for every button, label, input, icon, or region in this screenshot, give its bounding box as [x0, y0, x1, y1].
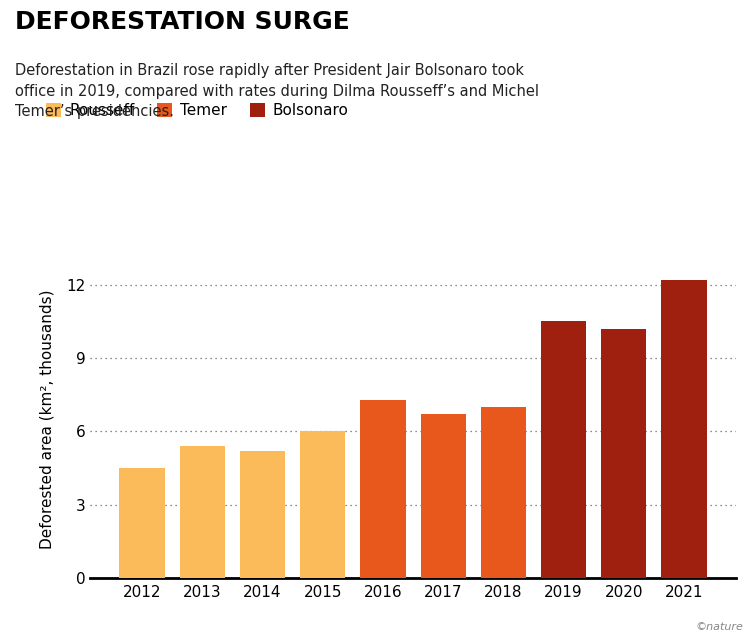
- Bar: [602, 329, 647, 578]
- Text: ©nature: ©nature: [695, 622, 743, 632]
- Bar: [662, 280, 707, 578]
- Y-axis label: Deforested area (km², thousands): Deforested area (km², thousands): [40, 290, 55, 549]
- Bar: [240, 451, 285, 578]
- Legend: Rousseff, Temer, Bolsonaro: Rousseff, Temer, Bolsonaro: [46, 103, 348, 118]
- Bar: [300, 431, 345, 578]
- Text: DEFORESTATION SURGE: DEFORESTATION SURGE: [15, 10, 350, 34]
- Bar: [360, 399, 406, 578]
- Bar: [179, 446, 225, 578]
- Bar: [421, 414, 466, 578]
- Bar: [481, 407, 526, 578]
- Text: Deforestation in Brazil rose rapidly after President Jair Bolsonaro took
office : Deforestation in Brazil rose rapidly aft…: [15, 64, 539, 119]
- Bar: [119, 468, 164, 578]
- Bar: [541, 321, 587, 578]
